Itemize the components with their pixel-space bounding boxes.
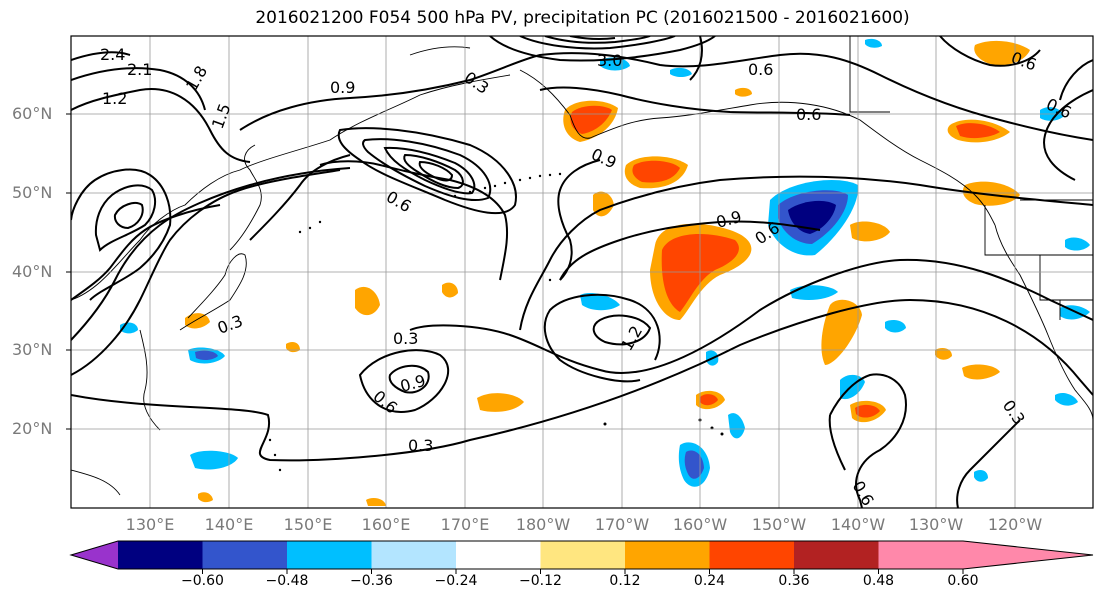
colorbar-bin xyxy=(794,541,879,569)
colorbar-bin xyxy=(878,541,963,569)
negative-anomaly xyxy=(120,38,1090,487)
lon-label: 130°W xyxy=(908,515,964,534)
colorbar-tick-label: −0.48 xyxy=(265,573,309,589)
coastlines xyxy=(71,46,1093,496)
lat-label-60n: 60°N xyxy=(12,104,53,123)
contour-label: 2.1 xyxy=(127,60,152,79)
colorbar-extend-max xyxy=(963,541,1093,569)
contour-label: 0.6 xyxy=(748,60,773,79)
lat-ticks xyxy=(66,113,71,430)
lon-label: 130°E xyxy=(125,515,175,534)
contour-label: 0.3 xyxy=(393,329,418,348)
lat-label-50n: 50°N xyxy=(12,183,53,202)
lon-label: 150°E xyxy=(283,515,333,534)
colorbar-bin xyxy=(287,541,372,569)
lon-label: 180°W xyxy=(515,515,571,534)
island-chains xyxy=(268,172,724,472)
colorbar xyxy=(69,540,1094,574)
lat-label-40n: 40°N xyxy=(12,262,53,281)
colorbar-bin xyxy=(540,541,625,569)
colorbar-tick-label: −0.24 xyxy=(434,573,478,589)
colorbar-bin xyxy=(456,541,541,569)
graticule xyxy=(71,36,1093,508)
colorbar-tick-label: 0.36 xyxy=(778,573,810,589)
colorbar-tick-label: −0.12 xyxy=(519,573,562,589)
colorbar-bin xyxy=(709,541,794,569)
contour-label: 2.4 xyxy=(100,45,125,64)
lon-label: 140°E xyxy=(204,515,254,534)
lon-label: 160°E xyxy=(361,515,411,534)
lon-label: 170°W xyxy=(594,515,650,534)
colorbar-bin xyxy=(371,541,456,569)
lat-label-30n: 30°N xyxy=(12,340,53,359)
contour-label: 0.3 xyxy=(408,436,433,455)
colorbar-tick-label: 0.60 xyxy=(947,573,979,589)
lat-label-20n: 20°N xyxy=(12,419,53,438)
pv-contours xyxy=(71,36,1093,508)
colorbar-tick-label: −0.36 xyxy=(350,573,393,589)
map-title: 2016021200 F054 500 hPa PV, precipitatio… xyxy=(255,8,910,28)
contour-label: 3.0 xyxy=(597,51,622,70)
colorbar-extend-min xyxy=(71,541,118,569)
lon-label: 120°W xyxy=(987,515,1043,534)
colorbar-bin xyxy=(625,541,710,569)
lon-label: 140°W xyxy=(830,515,886,534)
precipitation-shading xyxy=(120,38,1090,506)
contour-label: 1.2 xyxy=(102,89,127,108)
lon-label: 170°E xyxy=(440,515,490,534)
colorbar-tick-label: 0.48 xyxy=(862,573,895,589)
colorbar-outline xyxy=(69,540,1094,570)
lon-label: 160°W xyxy=(672,515,728,534)
colorbar-tick-label: 0.12 xyxy=(609,573,641,589)
colorbar-bin xyxy=(202,541,287,569)
colorbar-bin xyxy=(118,541,203,569)
colorbar-tick-label: −0.60 xyxy=(181,573,224,589)
contour-label: 0.9 xyxy=(330,78,355,97)
colorbar-tick-label: 0.24 xyxy=(693,573,726,589)
contour-label: 0.6 xyxy=(796,105,821,124)
positive-anomaly xyxy=(185,40,1030,506)
lon-label: 150°W xyxy=(751,515,807,534)
